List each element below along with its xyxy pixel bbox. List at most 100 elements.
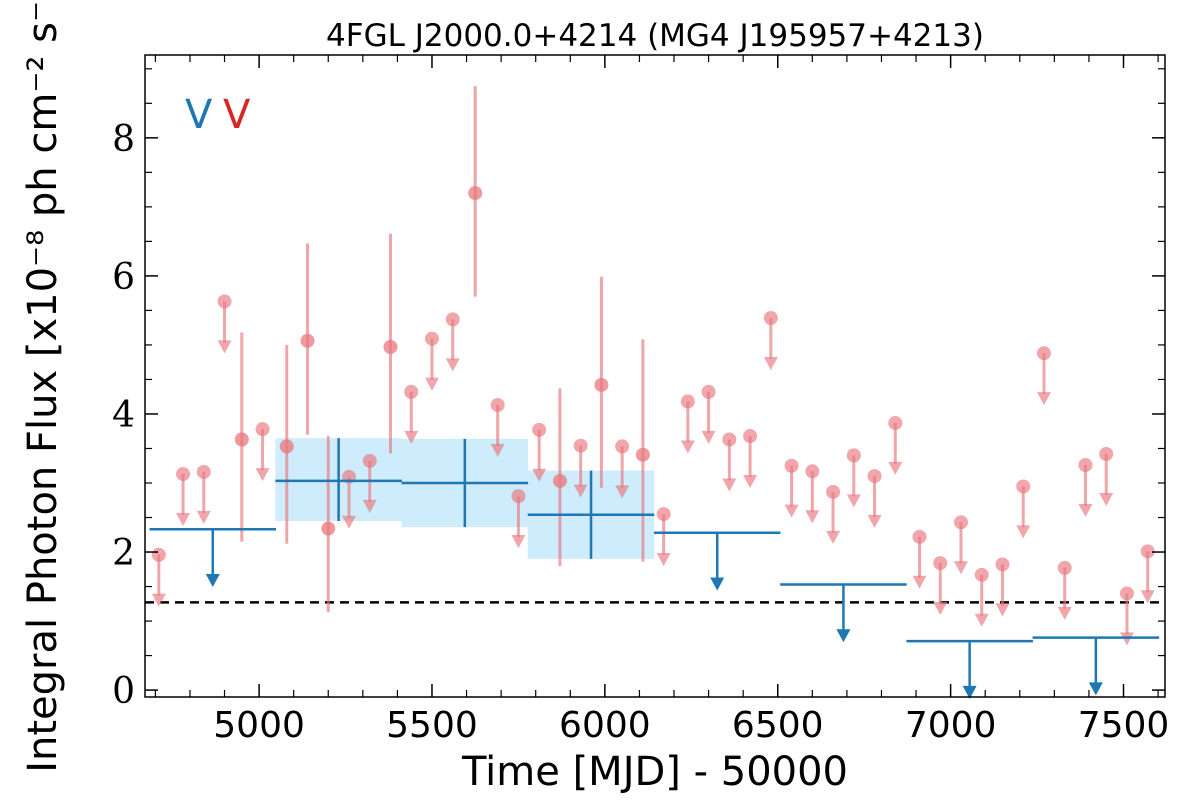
red-upper-limit-point [784, 458, 799, 473]
red-upper-limit-arrow [1140, 590, 1155, 604]
red-upper-limit-arrow [888, 461, 903, 475]
red-upper-limit-point [846, 448, 861, 463]
y-axis-label: Integral Photon Flux [x10⁻⁸ ph cm⁻² s⁻¹] [20, 0, 66, 773]
red-upper-limit-point [1036, 346, 1051, 361]
red-upper-limit-point [1057, 560, 1072, 575]
blue-upper-limit-arrow [205, 574, 220, 588]
red-upper-limit-arrow [974, 613, 989, 627]
red-data-point [300, 333, 315, 348]
red-upper-limit-point [217, 294, 232, 309]
y-tick-label: 2 [112, 533, 135, 574]
red-upper-limit-point [615, 439, 630, 454]
y-tick-label: 4 [112, 395, 135, 436]
red-upper-limit-point [974, 567, 989, 582]
legend-entry-1: V [223, 92, 251, 138]
red-upper-limit-arrow [912, 575, 927, 589]
red-upper-limit-arrow [784, 504, 799, 518]
red-upper-limit-arrow [1057, 606, 1072, 620]
red-upper-limit-point [255, 422, 270, 437]
red-upper-limit-point [362, 453, 377, 468]
red-data-point [321, 521, 336, 536]
red-upper-limit-arrow [196, 510, 211, 524]
red-upper-limit-point [1119, 586, 1134, 601]
red-upper-limit-point [826, 484, 841, 499]
red-upper-limit-arrow [743, 475, 758, 488]
x-tick-label: 6500 [732, 705, 824, 746]
y-tick-label: 6 [112, 257, 135, 298]
red-upper-limit-point [1140, 544, 1155, 559]
red-upper-limit-point [680, 394, 695, 409]
red-upper-limit-point [1078, 458, 1093, 473]
red-series-layer [151, 86, 1155, 646]
red-upper-limit-arrow [490, 443, 505, 457]
red-upper-limit-arrow [1099, 492, 1114, 506]
red-upper-limit-point [954, 515, 968, 530]
red-upper-limit-point [176, 467, 191, 482]
red-upper-limit-point [151, 547, 166, 562]
x-tick-label: 5000 [213, 705, 305, 746]
blue-series-layer [149, 438, 1160, 699]
y-tick-label: 8 [112, 119, 135, 160]
red-upper-limit-arrow [255, 468, 270, 482]
blue-upper-limit-arrow [710, 577, 725, 591]
legend-entry-0: V [185, 92, 213, 138]
red-upper-limit-point [656, 507, 671, 522]
red-data-point [552, 473, 567, 488]
red-upper-limit-arrow [763, 356, 778, 370]
red-upper-limit-point [912, 529, 927, 544]
blue-upper-limit-arrow [962, 685, 977, 699]
red-upper-limit-arrow [722, 478, 737, 492]
red-upper-limit-arrow [656, 553, 671, 567]
red-upper-limit-arrow [1078, 503, 1093, 517]
red-upper-limit-point [196, 464, 211, 479]
red-upper-limit-point [1016, 479, 1031, 494]
axes-layer: 5000 5500 6000 6500 7000 7500 0 2 4 6 8 [112, 54, 1170, 746]
y-tick-label: 0 [112, 671, 135, 712]
red-upper-limit-arrow [342, 515, 356, 529]
red-upper-limit-point [888, 415, 903, 430]
x-axis-label: Time [MJD] - 50000 [461, 749, 848, 795]
red-upper-limit-point [424, 331, 439, 346]
red-upper-limit-arrow [1036, 392, 1051, 406]
red-upper-limit-arrow [424, 377, 439, 391]
red-upper-limit-arrow [1016, 525, 1031, 539]
blue-upper-limit-arrow [1088, 682, 1103, 696]
red-upper-limit-arrow [573, 484, 588, 498]
red-data-point [383, 340, 398, 355]
red-data-point [468, 186, 483, 201]
red-upper-limit-arrow [701, 430, 716, 444]
red-data-point [635, 447, 650, 462]
chart-title: 4FGL J2000.0+4214 (MG4 J195957+4213) [326, 18, 984, 54]
red-upper-limit-point [445, 312, 460, 327]
red-upper-limit-point [763, 311, 778, 326]
red-upper-limit-arrow [680, 440, 695, 454]
red-upper-limit-point [722, 432, 737, 447]
blue-upper-limit-arrow [836, 629, 851, 643]
red-upper-limit-arrow [176, 512, 191, 526]
red-upper-limit-point [805, 464, 820, 479]
red-upper-limit-arrow [846, 494, 861, 508]
red-data-point [234, 432, 249, 447]
red-upper-limit-point [404, 384, 419, 399]
x-tick-label: 7500 [1078, 705, 1170, 746]
red-upper-limit-point [701, 384, 716, 399]
plot-frame [144, 54, 1166, 698]
red-upper-limit-arrow [954, 561, 968, 575]
red-upper-limit-point [490, 397, 505, 412]
red-upper-limit-arrow [933, 602, 948, 616]
red-upper-limit-arrow [995, 603, 1010, 617]
red-upper-limit-point [867, 469, 882, 484]
red-upper-limit-point [532, 422, 547, 437]
red-upper-limit-arrow [615, 485, 630, 499]
red-upper-limit-arrow [151, 593, 166, 607]
x-tick-label: 7000 [905, 705, 997, 746]
red-upper-limit-point [1099, 447, 1114, 462]
red-upper-limit-arrow [532, 468, 547, 482]
red-upper-limit-point [511, 489, 526, 504]
x-tick-label: 5500 [386, 705, 478, 746]
red-upper-limit-arrow [805, 510, 820, 524]
red-upper-limit-arrow [362, 499, 377, 513]
x-tick-label: 6000 [559, 705, 651, 746]
red-upper-limit-point [933, 556, 948, 571]
